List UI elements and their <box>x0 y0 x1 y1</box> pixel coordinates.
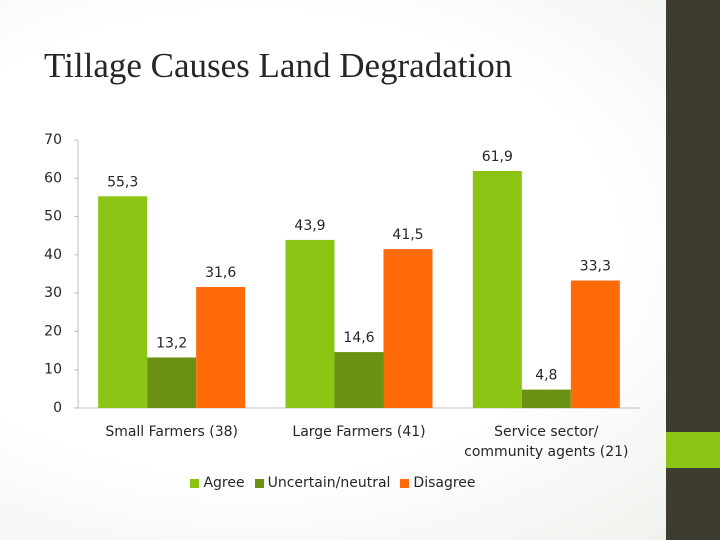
data-label: 13,2 <box>156 335 187 351</box>
legend: Agree Uncertain/neutral Disagree <box>0 475 666 491</box>
slide-title: Tillage Causes Land Degradation <box>44 46 513 85</box>
data-label: 4,8 <box>535 368 557 384</box>
legend-swatch <box>190 478 200 488</box>
chart: 0 10 20 30 40 50 60 70 55,3 13,2 31,6 43,9 14,6 41,5 6… <box>44 132 640 416</box>
legend-label: Agree <box>203 475 245 491</box>
side-accent <box>666 432 720 468</box>
bar <box>383 249 433 408</box>
data-label: 31,6 <box>205 265 236 281</box>
legend-item: Agree <box>190 475 245 491</box>
bar <box>570 280 620 408</box>
x-tick-label: Service sector/ community agents (21) <box>464 424 629 460</box>
data-label: 33,3 <box>580 259 611 275</box>
data-label: 43,9 <box>294 218 325 234</box>
bar <box>334 352 384 408</box>
data-label: 41,5 <box>392 227 423 243</box>
y-tick-label: 20 <box>44 323 62 339</box>
data-label: 61,9 <box>482 149 513 165</box>
y-tick-label: 10 <box>44 362 62 378</box>
y-tick-label: 30 <box>44 285 62 301</box>
y-tick-label: 0 <box>53 400 62 416</box>
legend-swatch <box>400 478 410 488</box>
bar <box>285 239 335 408</box>
bar <box>472 171 522 408</box>
bar <box>196 287 246 408</box>
legend-swatch <box>254 478 264 488</box>
legend-item: Uncertain/neutral <box>254 475 391 491</box>
y-tick-label: 70 <box>44 132 62 148</box>
y-tick-label: 40 <box>44 247 62 263</box>
x-tick-label: Large Farmers (41) <box>292 424 426 440</box>
data-label: 55,3 <box>107 174 138 190</box>
legend-label: Disagree <box>413 475 476 491</box>
x-tick-label: Small Farmers (38) <box>105 424 238 440</box>
bar <box>98 196 148 408</box>
bar <box>521 389 571 408</box>
y-tick-label: 50 <box>44 209 62 225</box>
legend-label: Uncertain/neutral <box>267 475 391 491</box>
data-label: 14,6 <box>343 330 374 346</box>
legend-item: Disagree <box>400 475 476 491</box>
y-tick-label: 60 <box>44 170 62 186</box>
bar <box>147 357 197 408</box>
